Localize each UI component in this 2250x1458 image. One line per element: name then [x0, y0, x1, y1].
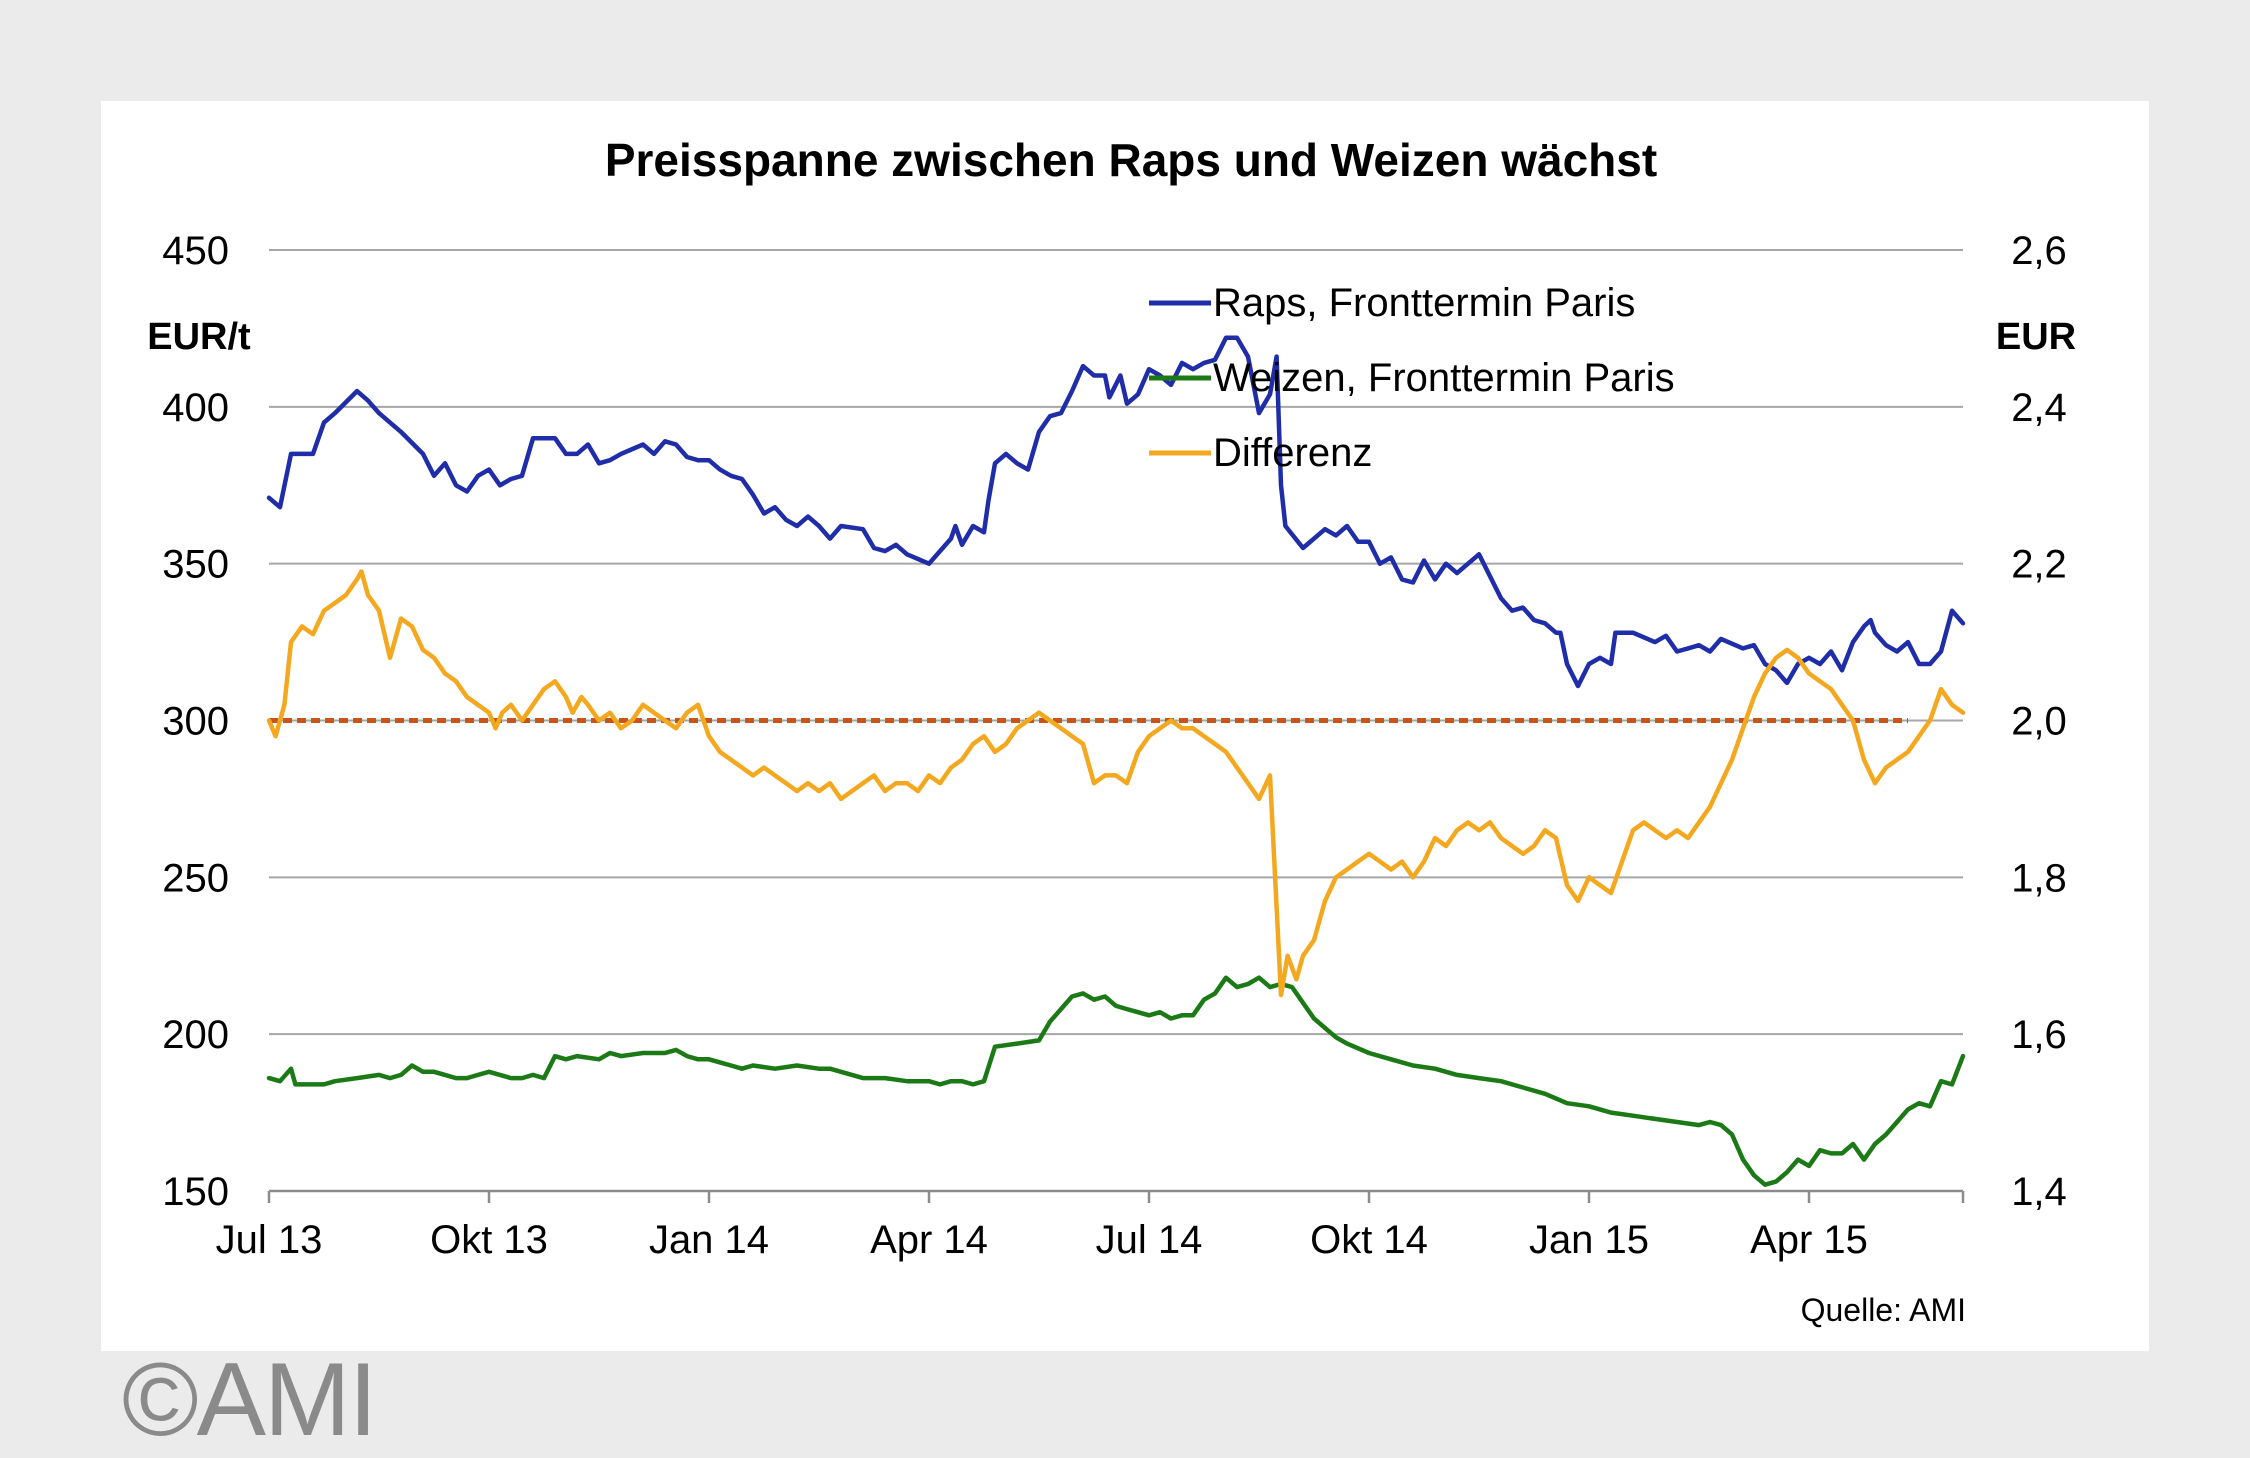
grid-lines [269, 249, 1963, 1036]
y-left-tick-label: 350 [162, 543, 229, 587]
line-chart: Preisspanne zwischen Raps und Weizen wäc… [147, 134, 2076, 1328]
legend: Raps, Fronttermin Paris Weizen, Frontterm… [1149, 281, 1675, 475]
y-right-tick-label: 2,6 [2011, 229, 2067, 273]
legend-label: Raps, Fronttermin Paris [1213, 281, 1635, 325]
legend-label: Differenz [1213, 431, 1372, 475]
series-layer [266, 335, 1966, 1187]
x-tick-label: Okt 14 [1310, 1218, 1428, 1262]
x-tick-label: Jul 13 [216, 1218, 323, 1262]
y-left-tick-label: 250 [162, 856, 229, 900]
source-note: Quelle: AMI [1801, 1292, 1966, 1328]
watermark-copyright: ©AMI [122, 1342, 378, 1458]
x-tick-label: Okt 13 [430, 1218, 548, 1262]
y-right-tick-label: 2,4 [2011, 386, 2067, 430]
y-right-tick-label: 1,4 [2011, 1170, 2067, 1214]
y-axis-left-ticks: 150 200 250 300 350 400 450 [162, 229, 229, 1214]
y-left-tick-label: 300 [162, 700, 229, 744]
y-right-tick-label: 2,0 [2011, 700, 2067, 744]
y-right-tick-label: 1,8 [2011, 856, 2067, 900]
x-tick-label: Jul 14 [1096, 1218, 1203, 1262]
legend-label: Weizen, Fronttermin Paris [1213, 356, 1675, 400]
y-left-tick-label: 450 [162, 229, 229, 273]
y-axis-right-ticks: 1,4 1,6 1,8 2,0 2,2 2,4 2,6 [2011, 229, 2067, 1214]
series-line-2 [266, 975, 1966, 1187]
y-axis-right-label: EUR [1996, 316, 2076, 358]
y-right-tick-label: 1,6 [2011, 1013, 2067, 1057]
y-left-tick-label: 200 [162, 1013, 229, 1057]
y-left-tick-label: 400 [162, 386, 229, 430]
chart-title: Preisspanne zwischen Raps und Weizen wäc… [605, 134, 1657, 186]
y-left-tick-label: 150 [162, 1170, 229, 1214]
series-line-3 [266, 569, 1966, 998]
y-axis-left-label: EUR/t [147, 316, 251, 358]
x-tick-label: Jan 15 [1529, 1218, 1649, 1262]
chart-panel: Preisspanne zwischen Raps und Weizen wäc… [101, 101, 2149, 1351]
x-axis-ticks: Jul 13 Okt 13 Jan 14 Apr 14 Jul 14 Okt 14 Jan … [216, 1191, 1965, 1262]
series-line-1 [266, 335, 1966, 689]
x-tick-label: Apr 15 [1750, 1218, 1868, 1262]
x-tick-label: Apr 14 [870, 1218, 988, 1262]
x-tick-label: Jan 14 [649, 1218, 769, 1262]
y-right-tick-label: 2,2 [2011, 543, 2067, 587]
